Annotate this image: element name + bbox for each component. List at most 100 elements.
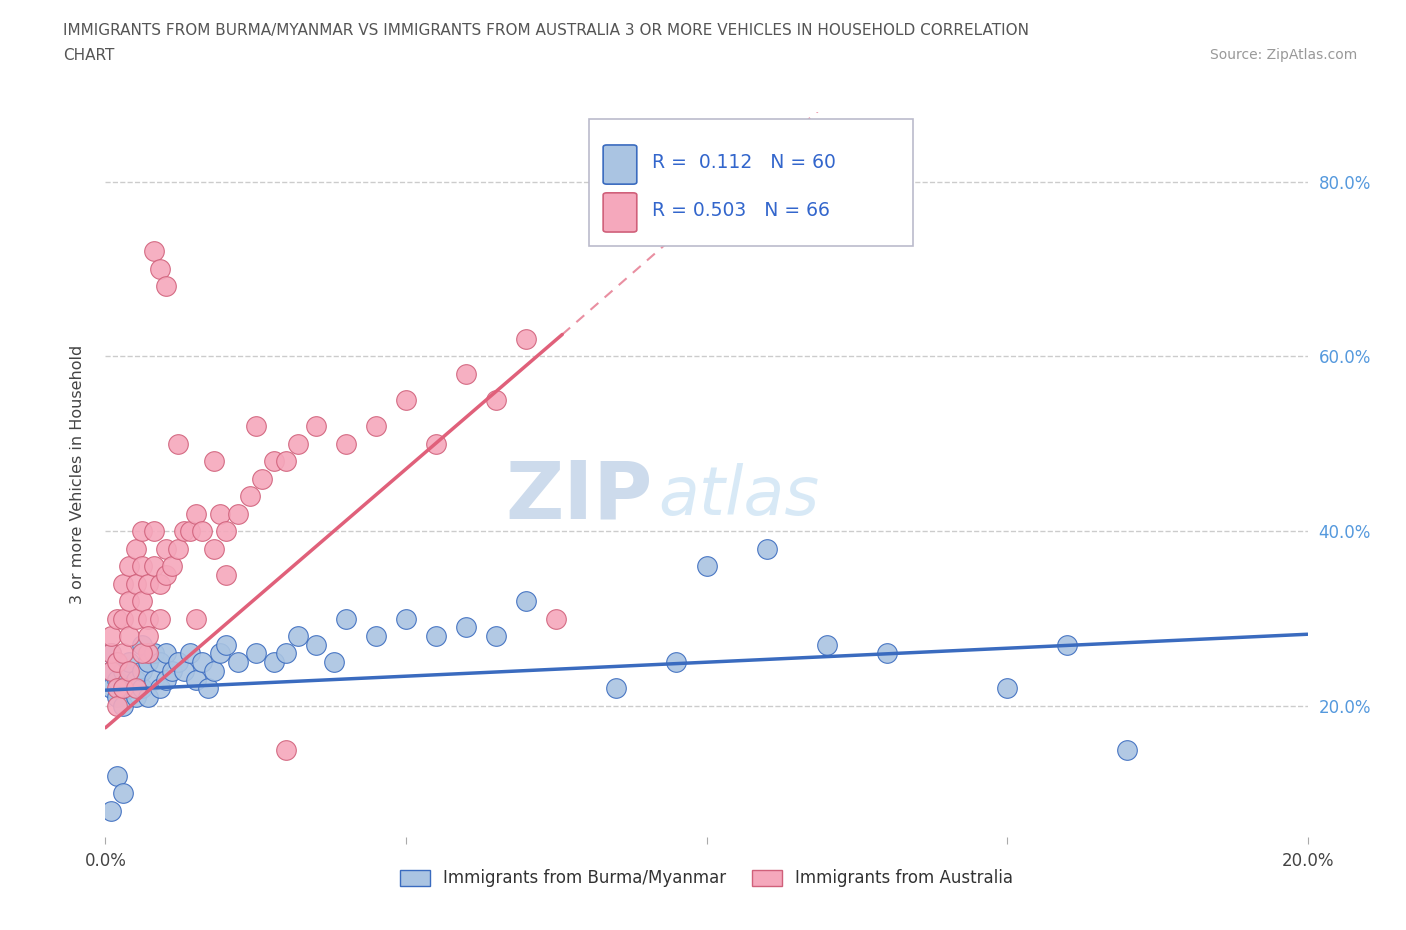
Point [112, 611, 135, 626]
FancyBboxPatch shape [589, 119, 914, 246]
Point [131, 663, 153, 678]
Point [190, 655, 212, 670]
Point [173, 524, 195, 538]
Point [665, 655, 688, 670]
Point [136, 646, 159, 661]
Point [112, 576, 135, 591]
Point [100, 646, 122, 661]
Point [136, 690, 159, 705]
FancyBboxPatch shape [603, 145, 637, 184]
Point [100, 663, 122, 678]
Point [214, 637, 236, 652]
Point [287, 629, 309, 644]
Point [166, 436, 188, 451]
Point [136, 576, 159, 591]
Point [142, 244, 165, 259]
Point [160, 663, 183, 678]
Point [202, 454, 225, 469]
Point [131, 559, 153, 574]
Point [239, 488, 262, 503]
Point [202, 541, 225, 556]
Point [274, 454, 297, 469]
Point [815, 637, 838, 652]
Point [124, 690, 146, 705]
Point [160, 559, 183, 574]
Point [456, 366, 478, 381]
Point [263, 655, 285, 670]
Point [131, 524, 153, 538]
Point [425, 629, 447, 644]
Point [136, 655, 159, 670]
Point [118, 559, 141, 574]
Point [305, 418, 328, 433]
Point [100, 629, 122, 644]
Point [148, 261, 170, 276]
Point [112, 786, 135, 801]
Point [124, 681, 146, 696]
Text: atlas: atlas [658, 463, 820, 529]
Point [112, 681, 135, 696]
Point [184, 611, 207, 626]
Point [155, 672, 177, 687]
Point [136, 611, 159, 626]
Point [184, 506, 207, 521]
Y-axis label: 3 or more Vehicles in Household: 3 or more Vehicles in Household [70, 345, 84, 604]
Point [305, 637, 328, 652]
Point [100, 681, 122, 696]
Point [148, 611, 170, 626]
Point [166, 655, 188, 670]
Point [226, 655, 249, 670]
Point [995, 681, 1018, 696]
Point [250, 472, 273, 486]
Point [100, 804, 122, 818]
Point [263, 454, 285, 469]
Point [118, 681, 141, 696]
Point [515, 331, 537, 346]
Point [179, 524, 201, 538]
Point [107, 655, 129, 670]
Point [107, 672, 129, 687]
Text: Source: ZipAtlas.com: Source: ZipAtlas.com [1209, 48, 1357, 62]
Point [148, 655, 170, 670]
Point [190, 524, 212, 538]
Point [112, 681, 135, 696]
Point [166, 541, 188, 556]
Point [118, 593, 141, 608]
Point [142, 559, 165, 574]
Point [755, 541, 778, 556]
Point [107, 681, 129, 696]
Point [136, 629, 159, 644]
Point [1056, 637, 1078, 652]
Point [1116, 742, 1139, 757]
Point [107, 690, 129, 705]
Point [696, 559, 718, 574]
Point [131, 637, 153, 652]
Point [155, 646, 177, 661]
Point [179, 646, 201, 661]
Point [214, 567, 236, 582]
Point [142, 672, 165, 687]
Point [274, 646, 297, 661]
Point [364, 418, 387, 433]
Point [485, 392, 508, 407]
Point [208, 506, 231, 521]
Point [485, 629, 508, 644]
Point [197, 681, 219, 696]
FancyBboxPatch shape [603, 193, 637, 232]
Point [202, 663, 225, 678]
Point [515, 593, 537, 608]
Text: IMMIGRANTS FROM BURMA/MYANMAR VS IMMIGRANTS FROM AUSTRALIA 3 OR MORE VEHICLES IN: IMMIGRANTS FROM BURMA/MYANMAR VS IMMIGRA… [63, 23, 1029, 38]
Point [274, 742, 297, 757]
Point [184, 672, 207, 687]
Point [112, 663, 135, 678]
Point [546, 611, 568, 626]
Point [107, 768, 129, 783]
Point [155, 279, 177, 294]
Point [131, 646, 153, 661]
Point [124, 672, 146, 687]
Point [100, 663, 122, 678]
Legend: Immigrants from Burma/Myanmar, Immigrants from Australia: Immigrants from Burma/Myanmar, Immigrant… [394, 863, 1019, 894]
Point [131, 681, 153, 696]
Point [107, 698, 129, 713]
Text: CHART: CHART [63, 48, 115, 63]
